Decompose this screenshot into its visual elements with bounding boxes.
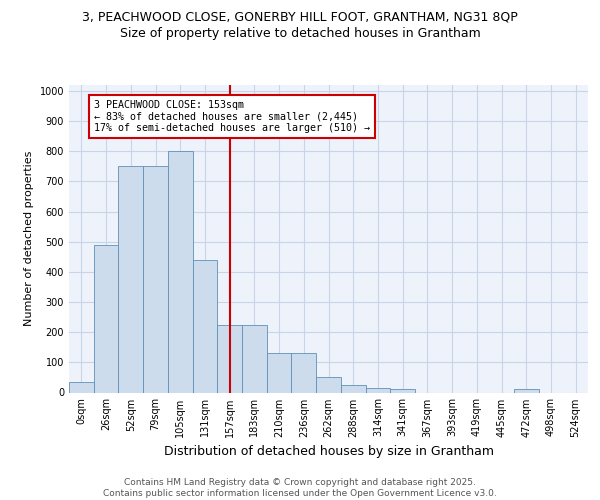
Bar bbox=[168, 152, 193, 392]
Bar bbox=[118, 166, 143, 392]
Text: Contains HM Land Registry data © Crown copyright and database right 2025.
Contai: Contains HM Land Registry data © Crown c… bbox=[103, 478, 497, 498]
Bar bbox=[69, 382, 94, 392]
Bar bbox=[94, 245, 118, 392]
Bar bbox=[242, 324, 267, 392]
Bar bbox=[217, 324, 242, 392]
Bar bbox=[316, 378, 341, 392]
Text: Size of property relative to detached houses in Grantham: Size of property relative to detached ho… bbox=[119, 28, 481, 40]
Bar bbox=[365, 388, 390, 392]
Bar bbox=[390, 390, 415, 392]
Bar bbox=[193, 260, 217, 392]
X-axis label: Distribution of detached houses by size in Grantham: Distribution of detached houses by size … bbox=[163, 445, 493, 458]
Bar bbox=[514, 390, 539, 392]
Text: 3 PEACHWOOD CLOSE: 153sqm
← 83% of detached houses are smaller (2,445)
17% of se: 3 PEACHWOOD CLOSE: 153sqm ← 83% of detac… bbox=[94, 100, 370, 134]
Y-axis label: Number of detached properties: Number of detached properties bbox=[24, 151, 34, 326]
Bar bbox=[143, 166, 168, 392]
Bar bbox=[292, 354, 316, 393]
Bar bbox=[267, 354, 292, 393]
Text: 3, PEACHWOOD CLOSE, GONERBY HILL FOOT, GRANTHAM, NG31 8QP: 3, PEACHWOOD CLOSE, GONERBY HILL FOOT, G… bbox=[82, 11, 518, 24]
Bar bbox=[341, 385, 365, 392]
